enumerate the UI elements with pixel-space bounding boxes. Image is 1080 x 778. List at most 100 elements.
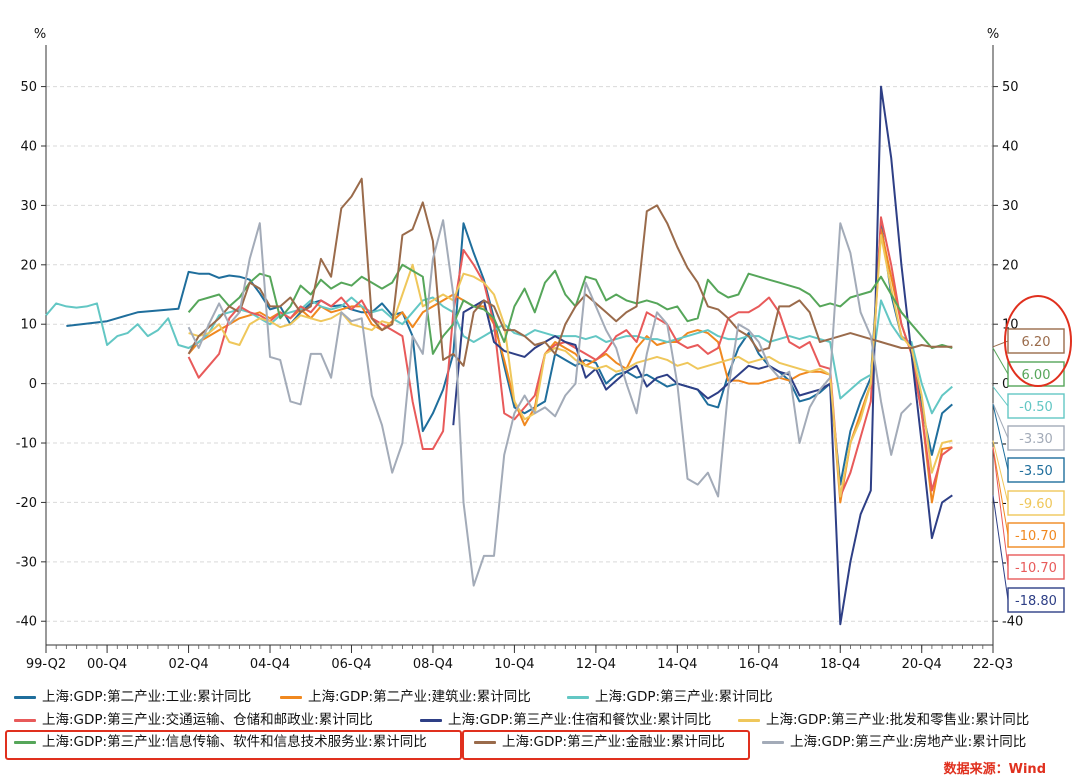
end-label-box [1007,554,1065,580]
end-label-connector [992,447,1009,568]
legend-item-2: 上海:GDP:第二产业:建筑业:累计同比 [280,686,531,708]
legend-highlight-box-2 [462,730,750,760]
y-tick-label-left: -40 [16,615,37,630]
end-label-connector [992,495,1009,601]
series-line-8 [187,177,953,367]
legend-label: 上海:GDP:第三产业:金融业:累计同比 [502,734,725,750]
legend-label: 上海:GDP:第三产业:信息传输、软件和信息技术服务业:累计同比 [42,734,427,750]
end-label-text: -10.70 [1015,529,1057,544]
end-label-text: -9.60 [1019,497,1053,512]
legend-label: 上海:GDP:第三产业:交通运输、仓储和邮政业:累计同比 [42,712,373,728]
legend-label: 上海:GDP:第二产业:工业:累计同比 [42,689,252,705]
legend-item-9: 上海:GDP:第三产业:房地产业:累计同比 [762,731,1026,753]
legend-swatch [567,695,589,699]
end-label-text: -18.80 [1015,594,1057,609]
end-label-connector [992,403,1009,439]
x-tick-label: 18-Q4 [820,657,860,672]
end-label-box [1007,522,1065,548]
end-label-text: -3.30 [1019,432,1053,447]
end-label-text: -0.50 [1019,400,1053,415]
legend-swatch [420,718,442,722]
end-label-connector [992,447,1009,536]
series-line-6 [188,234,953,498]
legend-swatch [762,740,784,744]
end-label-box [1007,328,1065,354]
end-label-text: 6.20 [1022,335,1051,350]
legend-item-8: 上海:GDP:第三产业:金融业:累计同比 [474,731,725,753]
legend-highlight-box-1 [5,730,462,760]
legend-label: 上海:GDP:第三产业:住宿和餐饮业:累计同比 [448,712,712,728]
end-label-connector [992,347,1009,375]
legend-item-5: 上海:GDP:第三产业:住宿和餐饮业:累计同比 [420,709,711,731]
y-tick-label-left: 40 [20,139,37,154]
end-label-box [1007,425,1065,451]
end-value-labels: 6.20 6.00 -0.50 -3.30 -3.50 -9.60 -10.70 -10.70… [992,295,1072,613]
y-tick-label-left: 10 [20,318,37,333]
legend: 上海:GDP:第二产业:工业:累计同比 上海:GDP:第二产业:建筑业:累计同比上… [0,683,1080,763]
legend-item-4: 上海:GDP:第三产业:交通运输、仓储和邮政业:累计同比 [14,709,373,731]
y-tick-label-right: 50 [1002,80,1019,95]
y-tick-label-left: -30 [16,555,37,570]
end-label-box [1007,490,1065,516]
legend-swatch [14,695,36,699]
x-tick-label: 08-Q4 [413,657,453,672]
legend-item-6: 上海:GDP:第三产业:批发和零售业:累计同比 [738,709,1029,731]
y-tick-label-left: 0 [29,377,37,392]
end-label-text: -3.50 [1019,464,1053,479]
x-tick-label: 22-Q3 [973,657,1013,672]
legend-swatch [474,740,496,744]
x-tick-label: 12-Q4 [576,657,616,672]
legend-label: 上海:GDP:第二产业:建筑业:累计同比 [308,689,531,705]
source-note: 数据来源：Wind [943,762,1046,777]
x-tick-label: 06-Q4 [331,657,371,672]
x-tick-label: 10-Q4 [494,657,534,672]
legend-item-1: 上海:GDP:第二产业:工业:累计同比 [14,686,251,708]
series-line-1 [66,222,953,486]
y-unit-right: % [987,27,999,42]
end-label-box [1007,361,1065,387]
end-label-connector [992,440,1009,504]
x-tick-label: 14-Q4 [657,657,697,672]
legend-swatch [738,718,760,722]
y-tick-label-right: -40 [1002,615,1023,630]
legend-label: 上海:GDP:第三产业:累计同比 [595,689,773,705]
grid-lines [46,86,993,622]
end-label-text: -10.70 [1015,561,1057,576]
y-tick-label-right: 40 [1002,139,1019,154]
highlight-circle [1004,295,1072,387]
y-tick-label-right: 30 [1002,199,1019,214]
legend-item-7: 上海:GDP:第三产业:信息传输、软件和信息技术服务业:累计同比 [14,731,427,753]
series-line-2 [187,228,953,504]
y-unit-left: % [34,27,46,42]
end-label-box [1007,457,1065,483]
series-lines [45,85,953,626]
legend-item-3: 上海:GDP:第三产业:累计同比 [567,686,773,708]
series-line-5 [452,85,953,626]
end-label-box [1007,587,1065,613]
y-tick-label-left: 20 [20,258,37,273]
y-tick-label-left: 30 [20,199,37,214]
x-tick-label: 99-Q2 [26,657,66,672]
legend-swatch [14,740,36,744]
x-tick-label: 02-Q4 [168,657,208,672]
x-tick-label: 20-Q4 [902,657,942,672]
series-line-9 [187,219,913,587]
y-tick-label-left: -10 [16,437,37,452]
legend-label: 上海:GDP:第三产业:批发和零售业:累计同比 [766,712,1030,728]
series-line-4 [187,216,953,498]
legend-label: 上海:GDP:第三产业:房地产业:累计同比 [790,734,1027,750]
x-tick-label: 00-Q4 [87,657,127,672]
x-tick-label: 04-Q4 [250,657,290,672]
x-tick-label: 16-Q4 [739,657,779,672]
y-tick-label-left: 50 [20,80,37,95]
y-tick-label-left: -20 [16,496,37,511]
end-label-box [1007,393,1065,419]
end-label-text: 6.00 [1022,368,1051,383]
legend-swatch [14,718,36,722]
legend-swatch [280,695,302,699]
y-tick-label-right: 0 [1002,377,1010,392]
end-label-connector [992,386,1009,407]
y-tick-label-right: 20 [1002,258,1019,273]
end-label-connector [992,404,1009,471]
